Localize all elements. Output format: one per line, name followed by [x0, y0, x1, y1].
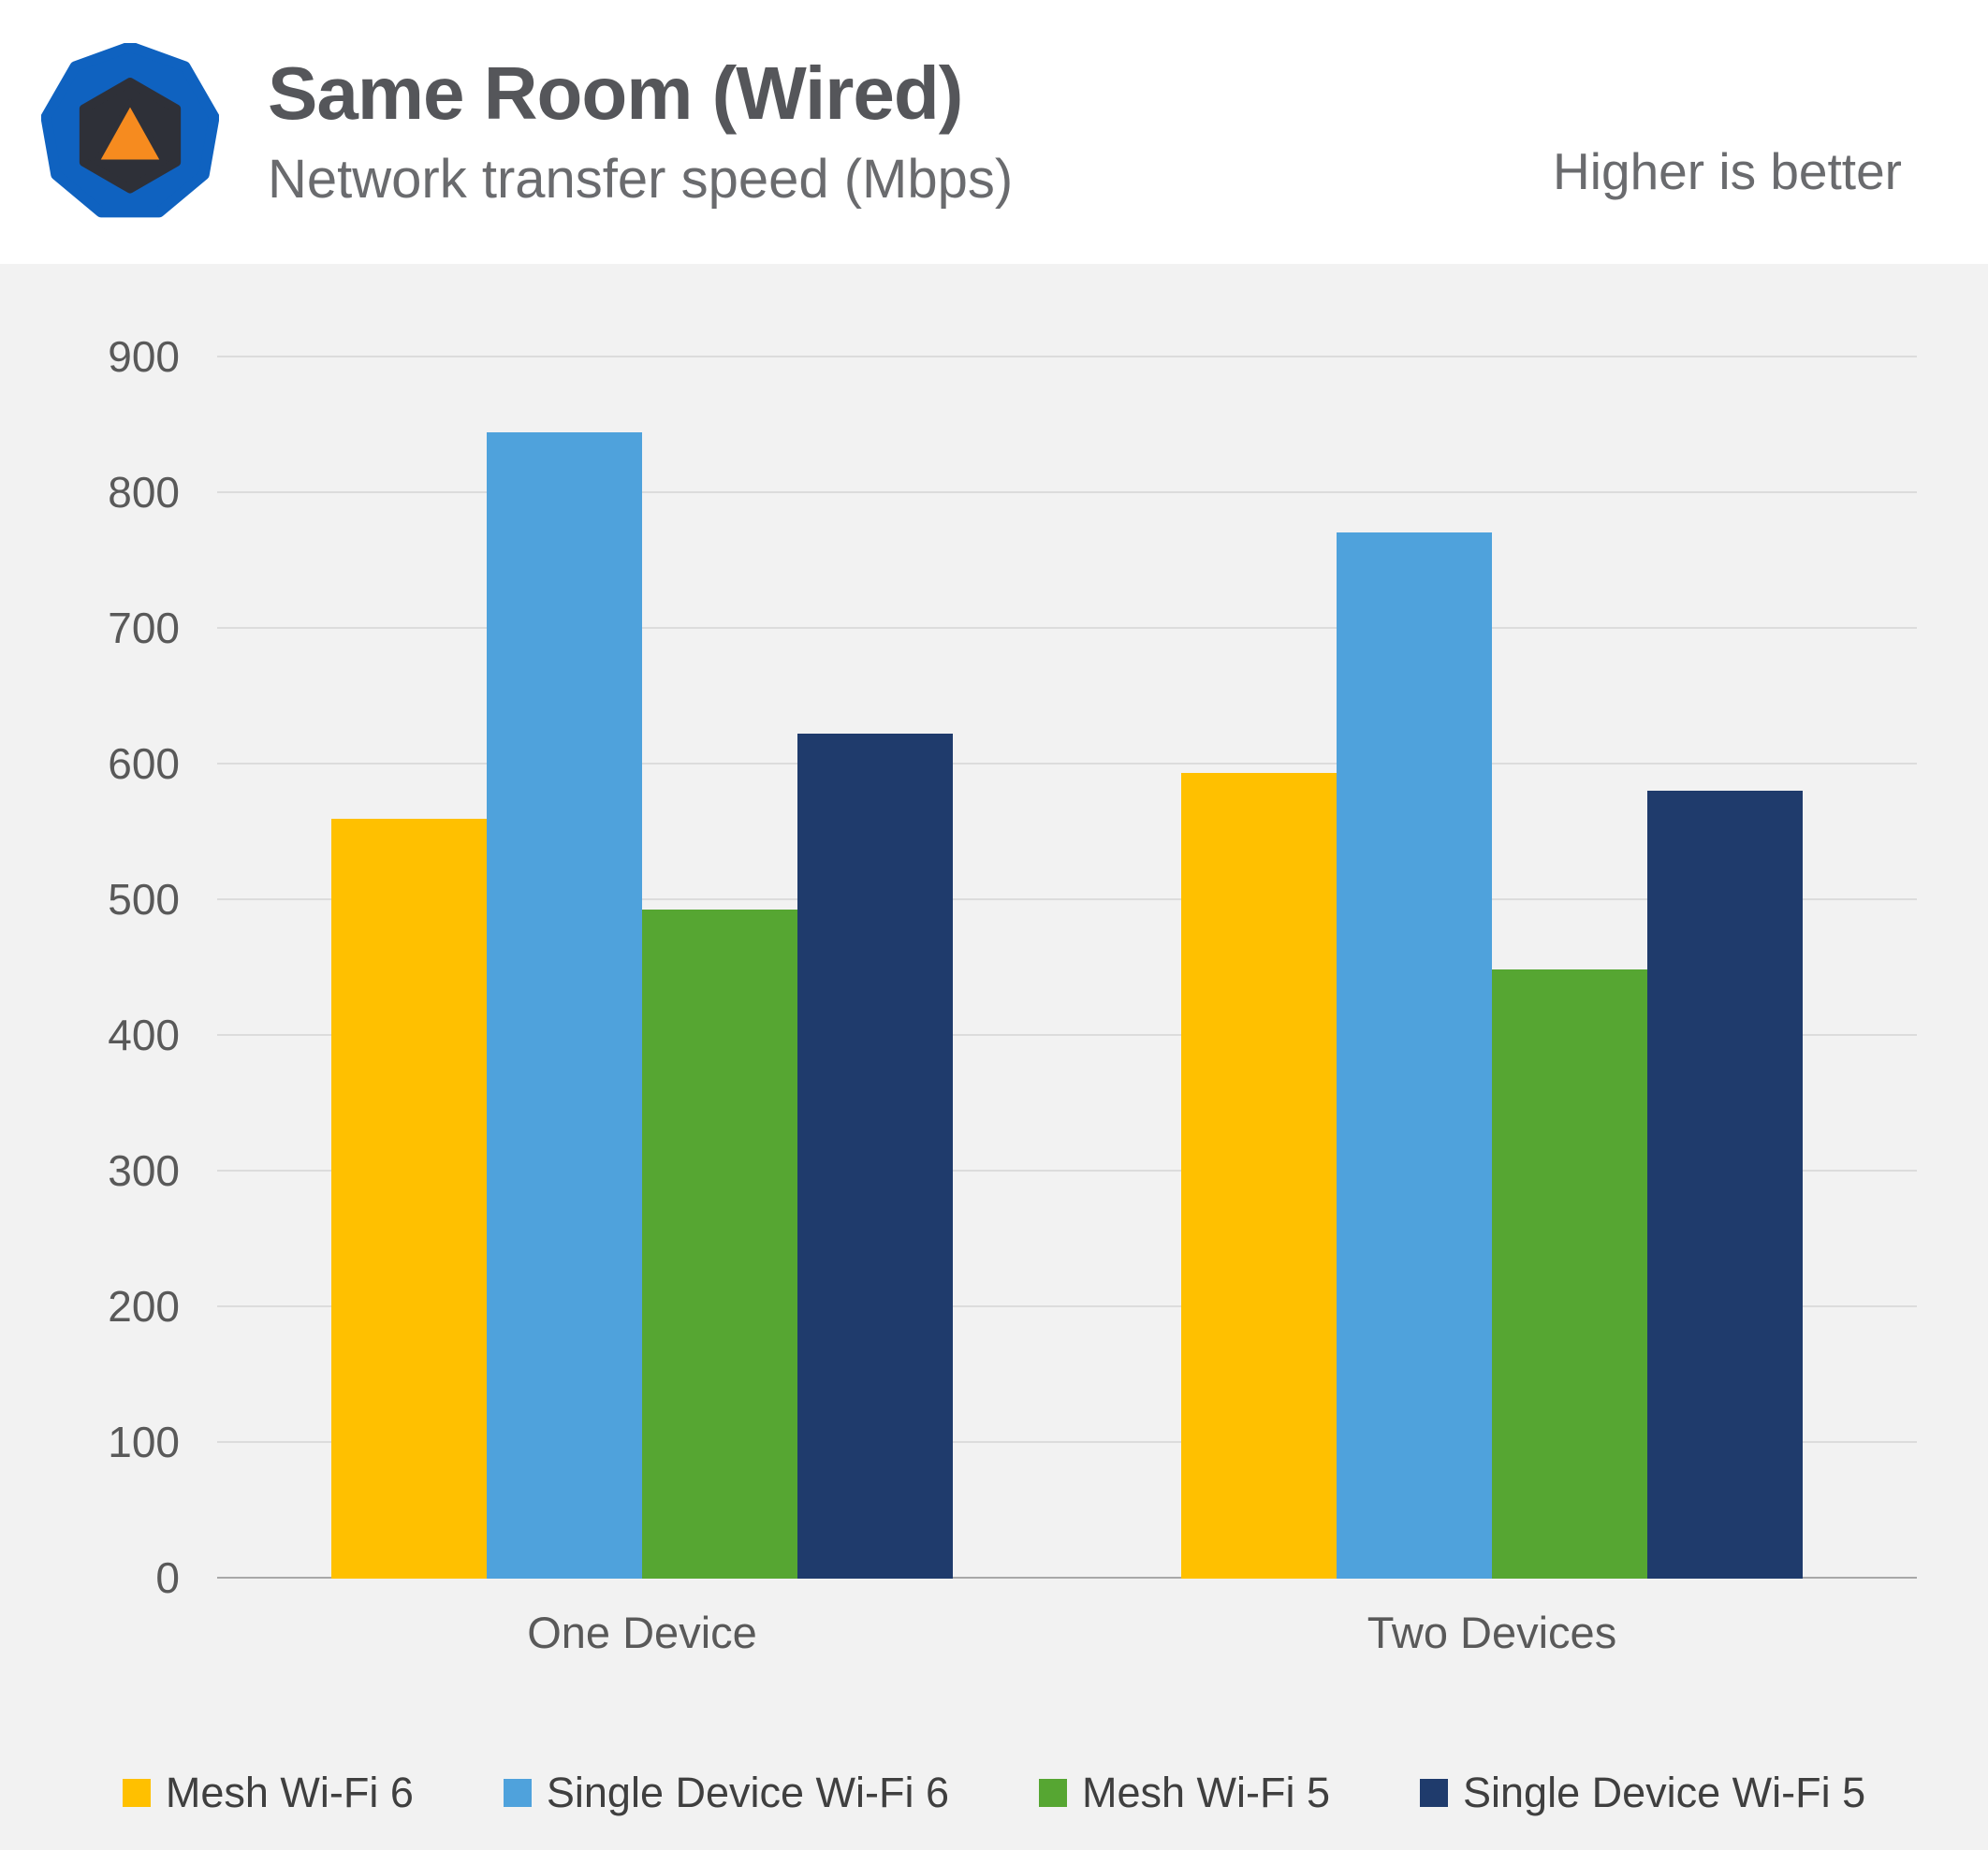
gridline-800: 800	[108, 468, 1917, 517]
x-axis-label-two-devices: Two Devices	[1367, 1608, 1617, 1657]
page-subtitle: Network transfer speed (Mbps)	[268, 148, 1014, 210]
legend-swatch-single-device-wi-fi-6	[503, 1779, 532, 1807]
legend-item-single-device-wi-fi-6: Single Device Wi-Fi 6	[503, 1769, 949, 1817]
header: Same Room (Wired) Network transfer speed…	[0, 0, 1988, 264]
gridline-700: 700	[108, 604, 1917, 652]
techspot-logo-icon	[41, 43, 219, 218]
legend-label-single-device-wi-fi-6: Single Device Wi-Fi 6	[546, 1769, 949, 1816]
y-tick-label-0: 0	[155, 1553, 180, 1602]
bar-mesh-wi-fi-6-two-devices	[1181, 772, 1337, 1579]
bar-mesh-wi-fi-6-one-device	[331, 819, 487, 1579]
bar-groups	[217, 357, 1917, 1579]
plot-area: 0 100 200 300 400 500 600 700 800 900	[108, 332, 1917, 1602]
gridline-300: 300	[108, 1146, 1917, 1195]
legend-item-mesh-wi-fi-5: Mesh Wi-Fi 5	[1039, 1769, 1330, 1817]
y-tick-label-200: 200	[108, 1282, 180, 1332]
legend: Mesh Wi-Fi 6 Single Device Wi-Fi 6 Mesh Wi…	[0, 1769, 1988, 1817]
legend-label-single-device-wi-fi-5: Single Device Wi-Fi 5	[1463, 1769, 1866, 1816]
legend-swatch-mesh-wi-fi-5	[1039, 1779, 1067, 1807]
higher-is-better-note: Higher is better	[1553, 142, 1902, 200]
bar-single-device-wi-fi-5-two-devices	[1647, 790, 1803, 1579]
gridline-900: 900	[108, 332, 1917, 381]
y-tick-label-900: 900	[108, 332, 180, 381]
title-block: Same Room (Wired) Network transfer speed…	[268, 51, 1014, 210]
y-tick-label-100: 100	[108, 1418, 180, 1467]
y-tick-label-600: 600	[108, 739, 180, 788]
bar-mesh-wi-fi-5-one-device	[642, 910, 797, 1579]
legend-item-single-device-wi-fi-5: Single Device Wi-Fi 5	[1420, 1769, 1865, 1817]
gridline-100: 100	[108, 1418, 1917, 1466]
legend-item-mesh-wi-fi-6: Mesh Wi-Fi 6	[122, 1769, 414, 1817]
bar-single-device-wi-fi-6-one-device	[487, 431, 642, 1579]
bar-single-device-wi-fi-5-one-device	[797, 733, 953, 1579]
bar-group-two-devices	[1067, 357, 1917, 1579]
chart-section: 0 100 200 300 400 500 600 700 800 900 One Device T…	[0, 264, 1988, 1850]
page-title: Same Room (Wired)	[268, 51, 963, 136]
gridline-400: 400	[108, 1011, 1917, 1059]
x-axis-line: 0	[155, 1553, 1917, 1602]
y-tick-label-700: 700	[108, 604, 180, 652]
legend-swatch-single-device-wi-fi-5	[1420, 1779, 1449, 1807]
y-tick-label-300: 300	[108, 1146, 180, 1195]
gridline-600: 600	[108, 739, 1917, 788]
gridline-500: 500	[108, 875, 1917, 924]
logo-triangle	[94, 98, 167, 166]
y-tick-label-800: 800	[108, 468, 180, 517]
gridline-200: 200	[108, 1282, 1917, 1331]
x-axis-labels: One Device Two Devices	[217, 1607, 1917, 1658]
legend-swatch-mesh-wi-fi-6	[122, 1779, 151, 1807]
y-tick-label-500: 500	[108, 875, 180, 924]
legend-label-mesh-wi-fi-6: Mesh Wi-Fi 6	[165, 1769, 414, 1816]
y-tick-label-400: 400	[108, 1011, 180, 1060]
x-axis-label-one-device: One Device	[527, 1608, 757, 1657]
bar-group-one-device	[217, 357, 1067, 1579]
bar-mesh-wi-fi-5-two-devices	[1492, 969, 1647, 1579]
legend-label-mesh-wi-fi-5: Mesh Wi-Fi 5	[1082, 1769, 1331, 1816]
bar-single-device-wi-fi-6-two-devices	[1337, 532, 1492, 1579]
